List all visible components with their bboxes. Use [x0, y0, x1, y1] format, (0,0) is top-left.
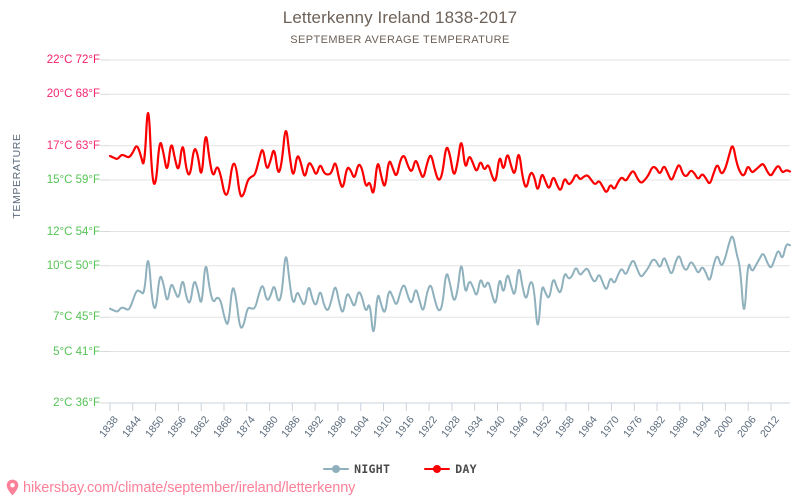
x-axis-tick-label: 1898 [324, 414, 349, 440]
x-axis-tick-label: 1856 [165, 414, 190, 440]
x-axis-tick-label: 1994 [689, 414, 714, 440]
y-axis-tick-label: 7°C 45°F [53, 311, 100, 324]
x-axis-tick-label: 1880 [256, 414, 281, 440]
y-axis-tick-label: 22°C 72°F [46, 54, 100, 66]
legend-swatch-icon [323, 464, 350, 474]
legend-item-night[interactable]: NIGHT [323, 462, 390, 476]
x-axis-tick-label: 1916 [393, 414, 418, 440]
legend-item-day[interactable]: DAY [424, 462, 477, 476]
x-axis-tick-label: 1946 [507, 414, 532, 440]
x-axis-tick-label: 1850 [142, 414, 167, 440]
x-axis-tick-label: 1958 [552, 414, 577, 440]
legend-swatch-icon [424, 464, 451, 474]
y-axis-tick-label: 17°C 63°F [46, 139, 100, 152]
x-axis-tick-label: 1922 [416, 414, 440, 440]
x-axis-tick-label: 1928 [438, 414, 463, 440]
x-axis-tick-label: 1862 [188, 414, 212, 440]
y-axis-tick-label: 12°C 54°F [46, 225, 100, 238]
page-title: Letterkenny Ireland 1838-2017 [282, 8, 518, 27]
x-axis-tick-label: 1892 [302, 414, 326, 440]
y-axis-tick-label: 15°C 59°F [46, 174, 100, 187]
location-pin-icon [6, 479, 19, 496]
x-axis-tick-label: 1952 [530, 414, 554, 440]
legend-label: DAY [455, 462, 477, 476]
y-axis-tick-label: 5°C 41°F [53, 345, 100, 358]
footer: hikersbay.com/climate/september/ireland/… [6, 479, 355, 496]
x-axis-tick-label: 1934 [461, 414, 486, 440]
x-axis-tick-label: 1904 [347, 414, 372, 440]
x-axis-tick-label: 2006 [735, 414, 760, 440]
x-axis-tick-label: 1874 [233, 414, 258, 440]
x-axis-tick-label: 1940 [484, 414, 509, 440]
chart-legend: NIGHT DAY [0, 462, 800, 476]
x-axis-tick-label: 2012 [757, 414, 782, 440]
series-line-day [108, 112, 792, 198]
y-axis-tick-label: 2°C 36°F [53, 397, 100, 409]
x-axis-tick-label: 1988 [666, 414, 691, 440]
chart-subtitle: SEPTEMBER AVERAGE TEMPERATURE [290, 34, 510, 46]
x-axis-tick-label: 1982 [644, 414, 668, 440]
x-axis-tick-label: 1976 [621, 414, 646, 440]
series-line-night [109, 235, 791, 332]
y-axis-tick-label: 20°C 68°F [46, 88, 100, 101]
x-axis-tick-label: 1910 [370, 414, 395, 440]
x-axis-tick-label: 1838 [96, 414, 121, 440]
x-axis-tick-label: 1886 [279, 414, 304, 440]
footer-url[interactable]: hikersbay.com/climate/september/ireland/… [23, 479, 356, 496]
x-axis-tick-label: 1868 [210, 414, 235, 440]
x-axis-tick-label: 1964 [575, 414, 600, 440]
legend-label: NIGHT [354, 462, 391, 476]
y-axis-tick-labels: 22°C 72°F 20°C 68°F 17°C 63°F 15°C 59°F 12°C… [0, 0, 100, 500]
x-axis-tick-label: 1844 [119, 414, 144, 440]
x-axis-tick-label: 2000 [712, 414, 737, 440]
y-axis-tick-label: 10°C 50°F [46, 259, 100, 272]
x-axis-tick-label: 1970 [598, 414, 623, 440]
